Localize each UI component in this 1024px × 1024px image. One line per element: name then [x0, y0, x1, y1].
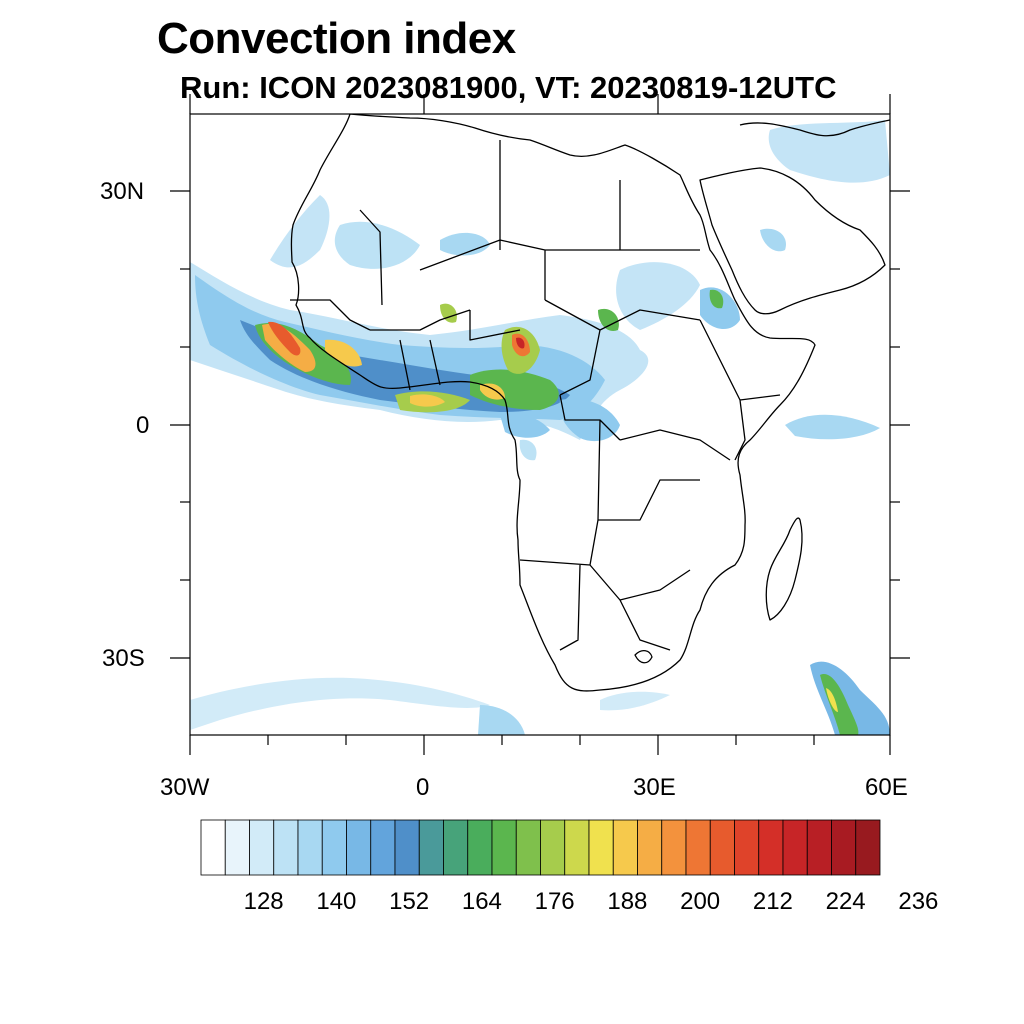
colorbar-box [564, 819, 590, 876]
lon-label-0: 0 [416, 774, 430, 801]
field-mauritania [334, 221, 420, 269]
colorbar-box [782, 819, 808, 876]
lon-label-30e: 30E [633, 774, 676, 801]
colorbar-box [249, 819, 275, 876]
lesotho-border [634, 650, 653, 664]
field-ethiopia-green [709, 289, 724, 309]
arabia-coastline [699, 167, 886, 315]
field-sierra-yellow [325, 339, 362, 367]
axis-ticks [170, 94, 910, 755]
colorbar-box [734, 819, 760, 876]
colorbar-box [200, 819, 226, 876]
colorbar-box [515, 819, 541, 876]
colorbar-label: 212 [752, 888, 793, 915]
colorbar-label: 140 [316, 888, 357, 915]
field-nigeria-green [470, 369, 559, 410]
coastlines-borders [290, 114, 890, 692]
colorbar-label: 236 [898, 888, 939, 915]
colorbar-box [273, 819, 299, 876]
field-congo-south [519, 439, 537, 461]
colorbar-box [758, 819, 784, 876]
chart-subtitle: Run: ICON 2023081900, VT: 20230819-12UTC [180, 70, 837, 105]
field-south-atlantic [190, 677, 490, 730]
colorbar-box [321, 819, 347, 876]
field-arabia-cell [760, 228, 786, 252]
field-south-africa-offshore [600, 691, 670, 711]
colorbar-box [467, 819, 493, 876]
colorbar [200, 819, 881, 876]
field-nigeria-yellow [480, 383, 505, 400]
field-indian-ocean [785, 414, 880, 440]
colorbar-label: 128 [243, 888, 284, 915]
colorbar-box [370, 819, 396, 876]
field-middleeast [768, 120, 890, 183]
colorbar-box [346, 819, 372, 876]
colorbar-label: 188 [607, 888, 648, 915]
colorbar-box [685, 819, 711, 876]
colorbar-box [855, 819, 881, 876]
country-borders [290, 140, 781, 651]
colorbar-label: 164 [461, 888, 502, 915]
lat-label-eq: 0 [136, 412, 150, 439]
field-westsahara [270, 195, 330, 268]
colorbar-box [297, 819, 323, 876]
colorbar-box [443, 819, 469, 876]
field-sw-indian-peak [826, 688, 838, 712]
colorbar-box [491, 819, 517, 876]
colorbar-box [418, 819, 444, 876]
colorbar-box [831, 819, 857, 876]
colorbar-box [709, 819, 735, 876]
colorbar-box [637, 819, 663, 876]
colorbar-box [394, 819, 420, 876]
convection-field [190, 120, 890, 735]
colorbar-box [612, 819, 638, 876]
colorbar-box [806, 819, 832, 876]
colorbar-box [224, 819, 250, 876]
colorbar-box [661, 819, 687, 876]
field-gulf-yellow [410, 394, 445, 407]
lat-label-30s: 30S [102, 645, 145, 672]
colorbar-label: 224 [825, 888, 866, 915]
field-algeria-cell [440, 232, 490, 256]
lon-label-60e: 60E [865, 774, 908, 801]
chart-title: Convection index [157, 14, 516, 63]
lat-label-30n: 30N [100, 178, 145, 205]
colorbar-box [588, 819, 614, 876]
colorbar-label: 152 [389, 888, 430, 915]
madagascar-coastline [765, 517, 803, 621]
field-sudan-green [598, 308, 619, 331]
colorbar-box [540, 819, 566, 876]
field-south-atlantic-2 [478, 705, 525, 735]
colorbar-label: 200 [680, 888, 721, 915]
field-guinea-red [268, 321, 301, 356]
field-cameroon-red [516, 337, 525, 349]
lon-label-30w: 30W [160, 774, 210, 801]
mediterranean-north-coast [739, 119, 890, 137]
field-sudan [616, 262, 700, 330]
colorbar-label: 176 [534, 888, 575, 915]
field-sw-indian-core [820, 674, 859, 735]
africa-coastline [290, 114, 816, 692]
field-gabon-blue [500, 413, 550, 438]
